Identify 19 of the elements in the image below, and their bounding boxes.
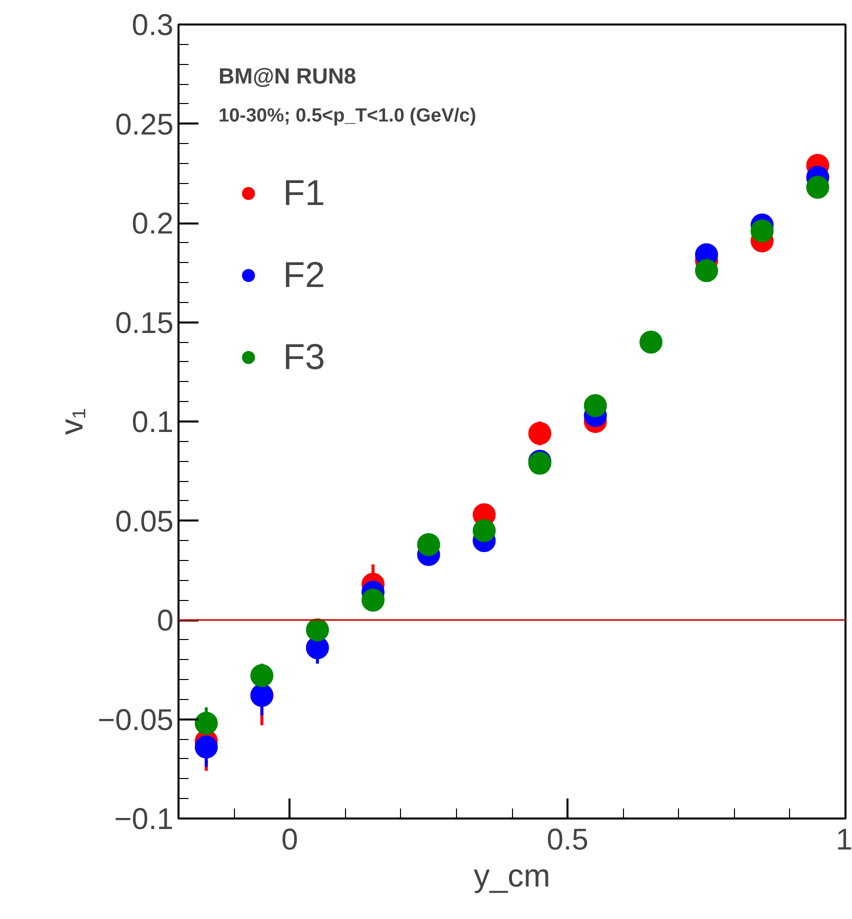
y-tick-label: 0.2 [132, 208, 174, 240]
x-tick-label: 1 [836, 824, 852, 856]
annotation: BM@N RUN8 [218, 64, 356, 88]
x-tick-label: 0.5 [546, 824, 588, 856]
legend-label: F1 [283, 172, 326, 214]
y-tick-label: 0.25 [115, 108, 174, 142]
y-tick-label: 0 [156, 604, 174, 638]
y-axis-title: v₁ [54, 408, 90, 435]
y-tick-label: 0.05 [115, 505, 174, 538]
y-tick-label: 0.1 [132, 406, 174, 439]
y-tick-label: 0.3 [132, 9, 174, 42]
y-tick-label: −0.05 [98, 704, 174, 737]
x-axis-title: y_cm [474, 858, 550, 894]
annotation: 10-30%; 0.5<p_T<1.0 (GeV/c) [218, 106, 476, 126]
legend-label: F2 [283, 254, 326, 296]
y-tick-label: −0.1 [114, 803, 174, 836]
legend-label: F3 [283, 336, 326, 378]
x-tick-label: 0 [281, 824, 298, 856]
y-tick-label: 0.15 [115, 306, 174, 340]
